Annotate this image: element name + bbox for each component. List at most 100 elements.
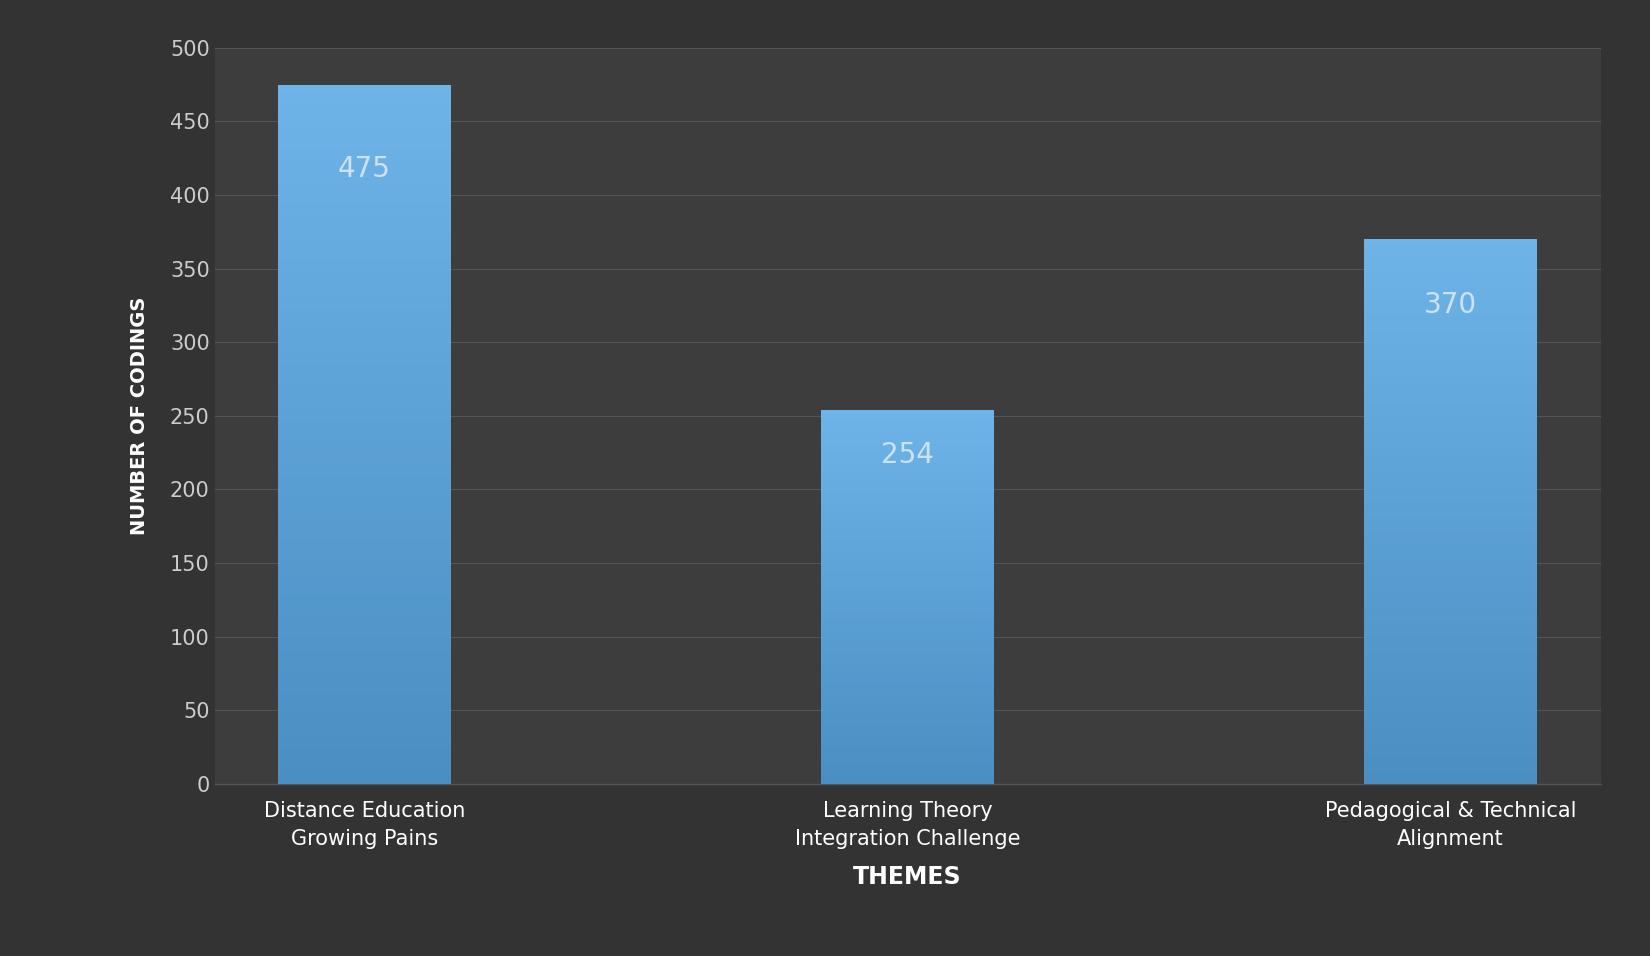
Bar bbox=[1363, 703, 1538, 707]
Bar bbox=[1363, 669, 1538, 675]
Bar bbox=[277, 707, 452, 714]
Bar bbox=[277, 120, 452, 126]
Bar bbox=[277, 371, 452, 379]
Bar bbox=[820, 481, 995, 485]
Bar bbox=[277, 252, 452, 259]
Bar bbox=[277, 350, 452, 358]
Text: 370: 370 bbox=[1424, 291, 1477, 318]
Bar bbox=[820, 578, 995, 582]
Bar bbox=[277, 630, 452, 637]
Bar bbox=[1363, 675, 1538, 681]
Bar bbox=[1363, 326, 1538, 332]
Bar bbox=[1363, 408, 1538, 414]
Bar bbox=[1363, 746, 1538, 751]
Bar bbox=[277, 609, 452, 616]
Bar bbox=[277, 616, 452, 623]
Bar bbox=[277, 567, 452, 575]
Bar bbox=[277, 742, 452, 749]
Bar bbox=[820, 533, 995, 537]
Bar bbox=[820, 514, 995, 518]
Bar bbox=[277, 406, 452, 413]
Bar bbox=[820, 545, 995, 549]
Bar bbox=[277, 539, 452, 546]
Bar bbox=[277, 280, 452, 288]
Bar bbox=[277, 469, 452, 476]
Bar bbox=[277, 301, 452, 309]
Bar bbox=[277, 204, 452, 210]
Bar bbox=[1363, 751, 1538, 757]
Bar bbox=[277, 189, 452, 197]
Bar bbox=[277, 385, 452, 392]
Bar bbox=[1363, 594, 1538, 598]
Bar bbox=[1363, 566, 1538, 572]
Bar bbox=[820, 631, 995, 635]
Bar bbox=[1363, 277, 1538, 283]
Bar bbox=[1363, 615, 1538, 620]
Text: 254: 254 bbox=[881, 441, 934, 468]
Bar bbox=[277, 294, 452, 301]
Bar bbox=[820, 721, 995, 724]
Bar bbox=[820, 623, 995, 627]
Bar bbox=[1363, 713, 1538, 719]
Bar bbox=[1363, 539, 1538, 544]
Bar bbox=[1363, 572, 1538, 576]
Bar bbox=[277, 777, 452, 784]
Bar bbox=[1363, 773, 1538, 778]
Bar bbox=[277, 246, 452, 252]
Bar bbox=[820, 451, 995, 455]
Bar bbox=[1363, 261, 1538, 267]
Bar bbox=[1363, 267, 1538, 272]
Bar bbox=[1363, 685, 1538, 691]
Bar bbox=[820, 616, 995, 619]
Bar bbox=[1363, 315, 1538, 321]
Bar bbox=[820, 455, 995, 459]
Bar bbox=[820, 552, 995, 555]
Bar bbox=[820, 653, 995, 657]
Bar bbox=[277, 400, 452, 406]
Bar bbox=[277, 259, 452, 267]
Bar bbox=[820, 444, 995, 447]
Bar bbox=[1363, 550, 1538, 555]
Bar bbox=[820, 735, 995, 739]
Bar bbox=[1363, 631, 1538, 637]
Bar bbox=[1363, 321, 1538, 326]
Bar bbox=[277, 693, 452, 700]
Bar bbox=[1363, 348, 1538, 354]
Bar bbox=[277, 217, 452, 225]
Bar bbox=[277, 651, 452, 658]
Bar bbox=[820, 428, 995, 432]
Bar bbox=[820, 739, 995, 743]
Bar bbox=[277, 442, 452, 448]
Bar bbox=[1363, 376, 1538, 380]
Bar bbox=[277, 92, 452, 98]
Bar bbox=[820, 504, 995, 508]
Bar bbox=[1363, 342, 1538, 348]
Bar bbox=[820, 649, 995, 653]
Bar bbox=[277, 714, 452, 721]
Bar bbox=[1363, 485, 1538, 489]
Bar bbox=[277, 463, 452, 469]
Bar bbox=[277, 686, 452, 693]
Bar bbox=[277, 225, 452, 231]
Bar bbox=[277, 532, 452, 539]
Bar bbox=[1363, 642, 1538, 648]
Bar bbox=[1363, 522, 1538, 528]
Bar bbox=[1363, 402, 1538, 408]
Bar bbox=[1363, 506, 1538, 511]
Bar bbox=[277, 168, 452, 176]
Bar bbox=[277, 322, 452, 330]
Bar bbox=[820, 541, 995, 545]
Bar bbox=[1363, 424, 1538, 430]
Bar bbox=[277, 525, 452, 532]
Bar bbox=[1363, 528, 1538, 533]
Bar bbox=[277, 267, 452, 273]
Bar bbox=[820, 508, 995, 511]
Bar bbox=[277, 364, 452, 371]
Bar bbox=[820, 638, 995, 641]
Bar bbox=[1363, 555, 1538, 560]
Bar bbox=[1363, 697, 1538, 703]
Bar bbox=[1363, 598, 1538, 604]
Bar bbox=[820, 709, 995, 713]
Bar bbox=[820, 728, 995, 731]
Bar bbox=[277, 546, 452, 554]
